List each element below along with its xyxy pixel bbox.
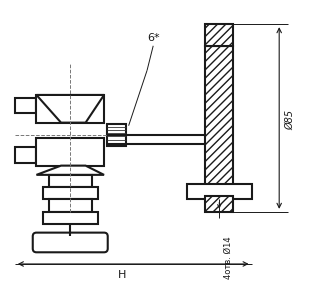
Polygon shape — [36, 166, 104, 175]
Bar — [15, 147, 36, 163]
Bar — [187, 184, 252, 200]
Bar — [43, 187, 98, 200]
Bar — [107, 124, 125, 146]
Text: H: H — [118, 270, 127, 280]
Bar — [36, 138, 104, 166]
Bar — [36, 95, 104, 123]
FancyBboxPatch shape — [33, 233, 108, 252]
Bar — [49, 200, 92, 212]
Bar — [206, 196, 233, 212]
Bar — [49, 175, 92, 187]
Bar — [206, 46, 233, 187]
Text: Ø85: Ø85 — [285, 110, 295, 130]
Bar — [15, 98, 36, 113]
Polygon shape — [36, 95, 104, 123]
Text: 4отв. Ø14: 4отв. Ø14 — [224, 236, 233, 279]
Bar — [206, 24, 233, 46]
Text: 6*: 6* — [147, 33, 160, 43]
Bar — [43, 212, 98, 224]
